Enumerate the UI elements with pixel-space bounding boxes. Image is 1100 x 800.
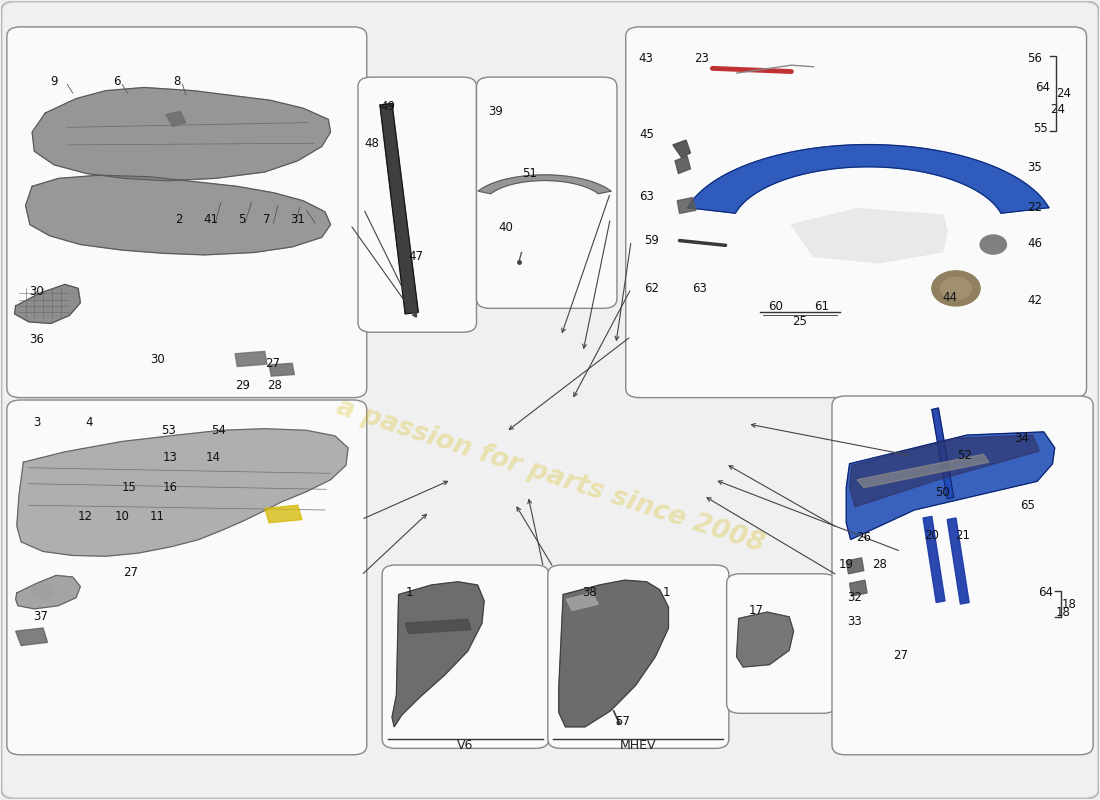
Text: 40: 40 bbox=[498, 222, 514, 234]
Polygon shape bbox=[849, 580, 867, 596]
Polygon shape bbox=[14, 285, 80, 323]
Text: 52: 52 bbox=[957, 450, 972, 462]
Polygon shape bbox=[392, 582, 484, 727]
Text: M: M bbox=[342, 284, 681, 580]
Circle shape bbox=[940, 278, 971, 299]
Text: 60: 60 bbox=[769, 300, 783, 314]
Text: 37: 37 bbox=[33, 610, 48, 623]
Text: 42: 42 bbox=[1027, 294, 1043, 307]
Polygon shape bbox=[166, 111, 186, 126]
Text: 44: 44 bbox=[942, 291, 957, 305]
Text: 64: 64 bbox=[1035, 81, 1050, 94]
FancyBboxPatch shape bbox=[895, 510, 1071, 613]
Text: 8: 8 bbox=[174, 74, 180, 88]
Text: 32: 32 bbox=[848, 591, 862, 604]
Text: 13: 13 bbox=[163, 451, 178, 464]
Polygon shape bbox=[16, 429, 348, 556]
FancyBboxPatch shape bbox=[548, 565, 729, 748]
Polygon shape bbox=[675, 156, 691, 174]
Circle shape bbox=[932, 271, 980, 306]
Polygon shape bbox=[25, 175, 331, 255]
Text: 63: 63 bbox=[639, 190, 654, 203]
Text: #d4b800: #d4b800 bbox=[550, 478, 557, 480]
Text: 36: 36 bbox=[29, 333, 44, 346]
Text: 50: 50 bbox=[935, 486, 950, 499]
Text: 29: 29 bbox=[235, 379, 251, 392]
Text: 2: 2 bbox=[175, 214, 183, 226]
Polygon shape bbox=[559, 580, 669, 727]
Text: 12: 12 bbox=[77, 510, 92, 523]
Polygon shape bbox=[583, 364, 704, 440]
Polygon shape bbox=[405, 619, 471, 634]
Polygon shape bbox=[478, 175, 610, 194]
Polygon shape bbox=[15, 575, 80, 609]
FancyBboxPatch shape bbox=[906, 398, 1016, 510]
Text: 20: 20 bbox=[924, 529, 939, 542]
Text: 33: 33 bbox=[848, 615, 862, 628]
Text: 64: 64 bbox=[1038, 586, 1054, 599]
FancyBboxPatch shape bbox=[7, 400, 366, 754]
Text: 6: 6 bbox=[113, 74, 120, 88]
Polygon shape bbox=[241, 358, 737, 538]
Polygon shape bbox=[265, 506, 302, 522]
Text: 15: 15 bbox=[121, 481, 136, 494]
Text: 27: 27 bbox=[265, 357, 279, 370]
Polygon shape bbox=[846, 432, 1055, 539]
Polygon shape bbox=[379, 103, 418, 314]
Text: 24: 24 bbox=[1056, 87, 1071, 100]
Text: 49: 49 bbox=[381, 100, 395, 113]
Circle shape bbox=[262, 490, 366, 566]
Text: a passion for parts since 2008: a passion for parts since 2008 bbox=[332, 394, 768, 558]
FancyBboxPatch shape bbox=[727, 574, 836, 714]
Text: 53: 53 bbox=[161, 424, 176, 437]
Polygon shape bbox=[566, 593, 598, 610]
Text: 5: 5 bbox=[238, 214, 245, 226]
Text: 4: 4 bbox=[86, 416, 92, 429]
Text: 35: 35 bbox=[1027, 161, 1043, 174]
Polygon shape bbox=[932, 408, 954, 499]
Polygon shape bbox=[688, 145, 1049, 214]
Text: 46: 46 bbox=[1027, 238, 1043, 250]
Text: 7: 7 bbox=[263, 214, 271, 226]
Circle shape bbox=[615, 508, 683, 557]
Circle shape bbox=[594, 493, 704, 572]
Text: MHEV: MHEV bbox=[619, 738, 656, 752]
Text: 28: 28 bbox=[871, 558, 887, 570]
Text: 25: 25 bbox=[792, 315, 806, 328]
Text: 18: 18 bbox=[1062, 598, 1077, 610]
Text: 63: 63 bbox=[692, 282, 706, 295]
Text: 41: 41 bbox=[204, 214, 219, 226]
Text: 55: 55 bbox=[1033, 122, 1048, 134]
Polygon shape bbox=[235, 351, 267, 366]
Text: 21: 21 bbox=[955, 529, 970, 542]
Text: 16: 16 bbox=[163, 481, 178, 494]
Text: 9: 9 bbox=[51, 74, 58, 88]
Text: 14: 14 bbox=[206, 451, 221, 464]
Text: 56: 56 bbox=[1027, 52, 1043, 66]
Circle shape bbox=[282, 504, 346, 551]
Text: 65: 65 bbox=[1020, 498, 1035, 512]
Text: 27: 27 bbox=[123, 566, 139, 578]
Polygon shape bbox=[678, 198, 696, 214]
Text: 51: 51 bbox=[521, 167, 537, 180]
Text: 62: 62 bbox=[645, 282, 660, 295]
FancyBboxPatch shape bbox=[7, 27, 366, 398]
Polygon shape bbox=[270, 363, 295, 376]
Text: 45: 45 bbox=[639, 128, 654, 141]
Text: 48: 48 bbox=[365, 137, 380, 150]
Text: 54: 54 bbox=[211, 424, 227, 437]
Text: 47: 47 bbox=[408, 250, 424, 263]
Polygon shape bbox=[923, 516, 945, 602]
Polygon shape bbox=[673, 140, 691, 158]
FancyBboxPatch shape bbox=[382, 565, 549, 748]
Text: 39: 39 bbox=[487, 105, 503, 118]
Polygon shape bbox=[32, 87, 331, 181]
Text: 3: 3 bbox=[33, 416, 41, 429]
Text: 1: 1 bbox=[406, 586, 414, 599]
Text: 1: 1 bbox=[662, 586, 670, 599]
Text: 30: 30 bbox=[150, 353, 165, 366]
Text: 31: 31 bbox=[290, 214, 305, 226]
Polygon shape bbox=[857, 454, 989, 488]
FancyBboxPatch shape bbox=[626, 27, 1087, 398]
